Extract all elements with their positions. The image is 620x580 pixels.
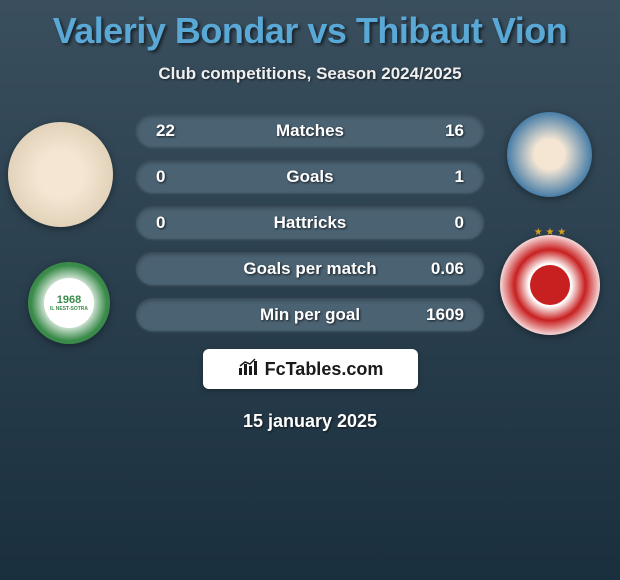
stat-row-gpm: Goals per match 0.06 — [136, 252, 484, 285]
stat-left-value: 0 — [156, 167, 196, 187]
stat-right-value: 0 — [424, 213, 464, 233]
stat-row-goals: 0 Goals 1 — [136, 160, 484, 193]
club1-year: 1968 — [57, 294, 81, 306]
stat-row-hattricks: 0 Hattricks 0 — [136, 206, 484, 239]
stat-row-mpg: Min per goal 1609 — [136, 298, 484, 331]
stat-right-value: 0.06 — [424, 259, 464, 279]
stats-container: 22 Matches 16 0 Goals 1 0 Hattricks 0 Go… — [136, 114, 484, 331]
stat-label: Min per goal — [260, 305, 360, 325]
club1-name: IL NEST-SOTRA — [50, 306, 88, 312]
stat-row-matches: 22 Matches 16 — [136, 114, 484, 147]
season-subtitle: Club competitions, Season 2024/2025 — [0, 64, 620, 84]
stat-right-value: 1609 — [424, 305, 464, 325]
stat-right-value: 16 — [424, 121, 464, 141]
chart-icon — [237, 358, 259, 381]
stat-label: Hattricks — [274, 213, 347, 233]
club1-logo: 1968 IL NEST-SOTRA — [28, 262, 110, 344]
club2-stars: ★ ★ ★ — [534, 227, 566, 238]
fctables-logo: FcTables.com — [203, 349, 418, 389]
comparison-title: Valeriy Bondar vs Thibaut Vion — [0, 10, 620, 52]
stat-left-value: 0 — [156, 213, 196, 233]
stat-label: Goals — [286, 167, 333, 187]
player1-photo — [8, 122, 113, 227]
stat-label: Goals per match — [243, 259, 376, 279]
date-label: 15 january 2025 — [0, 411, 620, 432]
player2-photo — [507, 112, 592, 197]
stat-right-value: 1 — [424, 167, 464, 187]
stat-label: Matches — [276, 121, 344, 141]
stat-left-value: 22 — [156, 121, 196, 141]
logo-text: FcTables.com — [265, 359, 384, 380]
club2-logo: ★ ★ ★ — [500, 235, 600, 335]
